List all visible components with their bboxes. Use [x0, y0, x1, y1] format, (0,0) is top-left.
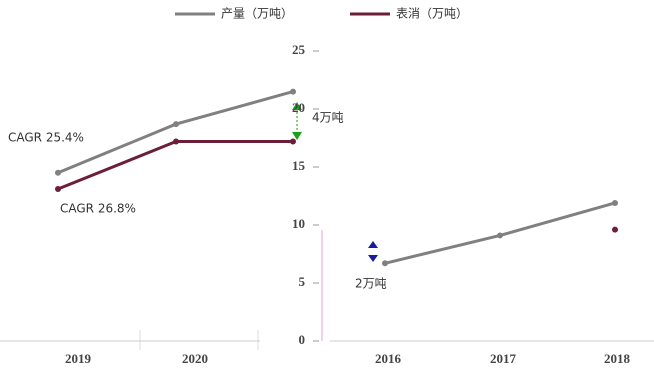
- point: [290, 88, 296, 95]
- y-tick-label: 15: [292, 158, 306, 173]
- arrow-up: [292, 102, 302, 110]
- y-tick-label: 20: [292, 100, 305, 115]
- point: [173, 121, 179, 128]
- annotation: CAGR 26.8%: [60, 202, 136, 216]
- arrow-up: [368, 241, 378, 248]
- legend-label: 表消（万吨）: [396, 7, 468, 21]
- point: [55, 186, 61, 193]
- y-tick-label: 0: [299, 332, 306, 347]
- x-tick-label: 2018: [604, 351, 631, 366]
- x-tick-label: 2019: [65, 351, 92, 366]
- series-line: [57, 90, 294, 175]
- series-line: [57, 139, 293, 191]
- point: [612, 226, 618, 233]
- x-tick-label: 2017: [490, 351, 517, 366]
- point: [382, 260, 388, 267]
- annotation: 2万吨: [355, 277, 387, 291]
- point: [173, 138, 179, 145]
- point: [290, 138, 296, 145]
- point: [497, 232, 503, 239]
- arrow-down: [368, 255, 378, 262]
- arrow-down: [292, 132, 302, 140]
- x-tick-label: 2016: [375, 351, 402, 366]
- y-tick-label: 5: [299, 274, 306, 289]
- y-tick-label: 25: [292, 42, 306, 57]
- y-tick-label: 10: [292, 216, 305, 231]
- x-tick-label: 2020: [182, 351, 208, 366]
- point: [55, 169, 61, 176]
- point: [612, 199, 618, 206]
- annotation: 4万吨: [312, 111, 344, 125]
- legend-label: 产量（万吨）: [221, 7, 293, 21]
- annotation: CAGR 25.4%: [8, 131, 84, 145]
